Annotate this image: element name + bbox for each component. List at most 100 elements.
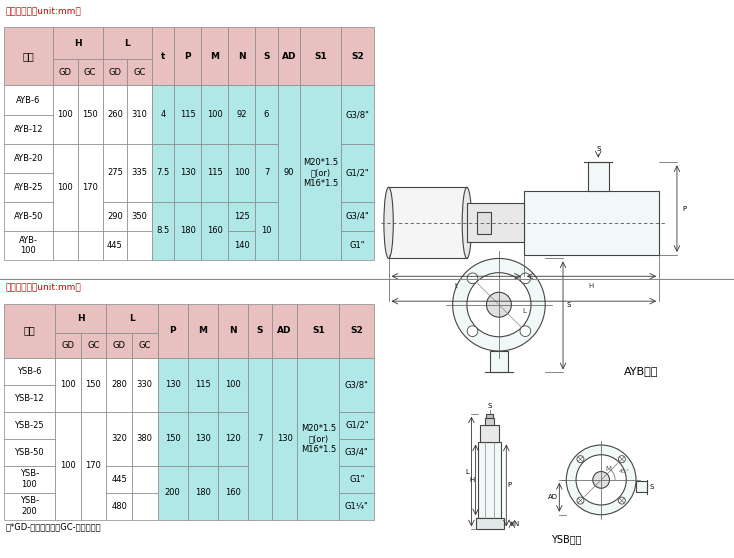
Bar — [201, 201, 228, 260]
Bar — [127, 59, 152, 85]
Text: 型号: 型号 — [23, 326, 35, 335]
Bar — [339, 358, 374, 412]
Text: 280: 280 — [111, 380, 127, 389]
Bar — [55, 358, 81, 412]
Bar — [486, 413, 493, 418]
Bar — [277, 85, 300, 260]
Text: H: H — [589, 283, 594, 290]
Text: 6: 6 — [264, 110, 269, 119]
Bar — [228, 27, 255, 85]
Text: 100: 100 — [225, 380, 241, 389]
Bar — [158, 465, 188, 519]
Text: S: S — [596, 146, 600, 152]
Text: GD: GD — [112, 341, 126, 350]
Bar — [78, 143, 103, 231]
Ellipse shape — [462, 187, 472, 258]
Text: S: S — [264, 52, 270, 61]
Bar — [4, 493, 55, 519]
Bar — [127, 85, 152, 143]
Text: L: L — [129, 314, 135, 323]
Text: 150: 150 — [86, 380, 101, 389]
Text: 单位：毫米（unit:mm）: 单位：毫米（unit:mm） — [6, 6, 81, 15]
Bar — [476, 518, 504, 530]
Text: L: L — [522, 309, 526, 314]
Bar — [201, 85, 228, 143]
Text: 100: 100 — [57, 110, 73, 119]
Circle shape — [593, 472, 609, 488]
Text: 115: 115 — [180, 110, 196, 119]
Bar — [188, 412, 218, 465]
Bar — [152, 143, 175, 201]
Text: 330: 330 — [137, 380, 153, 389]
Bar — [175, 85, 201, 143]
Bar — [127, 201, 152, 231]
Bar — [218, 412, 248, 465]
Text: 130: 130 — [277, 434, 293, 443]
Text: S: S — [567, 302, 571, 308]
Bar — [103, 85, 127, 143]
Bar — [53, 85, 78, 143]
Bar — [218, 304, 248, 358]
Bar — [175, 27, 201, 85]
Bar — [4, 412, 55, 439]
Bar — [524, 191, 659, 255]
Bar — [277, 27, 300, 85]
Text: H: H — [77, 314, 84, 323]
Text: GC: GC — [139, 341, 151, 350]
Bar — [636, 481, 647, 493]
Text: 115: 115 — [207, 168, 222, 177]
Text: 100: 100 — [60, 461, 76, 470]
Bar — [55, 304, 106, 333]
Bar — [78, 85, 103, 143]
Text: 100: 100 — [57, 182, 73, 192]
Text: YSB-50: YSB-50 — [15, 448, 44, 456]
Text: 290: 290 — [107, 211, 123, 221]
Bar — [201, 27, 228, 85]
Bar — [479, 441, 501, 518]
Text: G3/8": G3/8" — [346, 110, 369, 119]
Text: GC: GC — [84, 68, 96, 77]
Bar — [53, 59, 78, 85]
Text: L: L — [465, 469, 469, 474]
Circle shape — [567, 445, 636, 514]
Bar — [228, 143, 255, 201]
Bar — [132, 465, 158, 493]
Bar — [4, 143, 53, 172]
Circle shape — [467, 326, 478, 336]
Bar — [81, 412, 106, 519]
Text: 8.5: 8.5 — [156, 226, 170, 235]
Bar — [477, 212, 491, 234]
Text: 160: 160 — [207, 226, 223, 235]
Text: M: M — [211, 52, 219, 61]
Text: 170: 170 — [85, 461, 101, 470]
Bar — [127, 231, 152, 260]
Bar — [106, 465, 132, 493]
Bar — [300, 27, 341, 85]
Bar — [248, 304, 272, 358]
Circle shape — [467, 273, 531, 337]
Bar — [4, 172, 53, 201]
Bar — [339, 465, 374, 493]
Text: P: P — [170, 326, 176, 335]
Bar — [255, 143, 277, 201]
Text: 7.5: 7.5 — [156, 168, 170, 177]
Bar — [4, 231, 53, 260]
Text: 4: 4 — [161, 110, 166, 119]
Text: AYB-20: AYB-20 — [14, 153, 43, 162]
Text: 335: 335 — [131, 168, 148, 177]
Text: GD: GD — [61, 341, 74, 350]
Bar — [485, 418, 494, 425]
Bar — [339, 304, 374, 358]
Text: 275: 275 — [107, 168, 123, 177]
Text: 480: 480 — [111, 502, 127, 511]
Text: 100: 100 — [60, 380, 76, 389]
Bar — [132, 358, 158, 412]
Bar — [152, 27, 175, 85]
Bar — [103, 201, 127, 231]
Bar — [297, 304, 339, 358]
Text: 单位：毫米（unit:mm）: 单位：毫米（unit:mm） — [6, 282, 81, 291]
Text: M: M — [605, 466, 611, 472]
Text: GC: GC — [134, 68, 146, 77]
Bar — [341, 85, 374, 143]
Bar — [339, 493, 374, 519]
